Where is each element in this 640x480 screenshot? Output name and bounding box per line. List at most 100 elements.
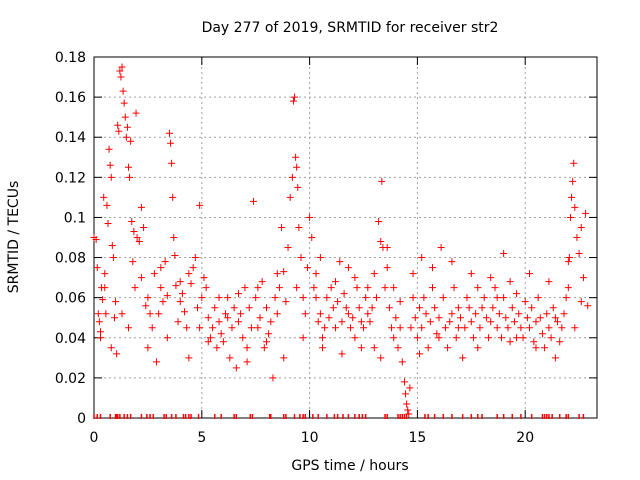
data-point: [224, 294, 232, 302]
data-point: [157, 284, 165, 292]
data-point: [114, 121, 122, 129]
data-point: [127, 137, 135, 145]
data-point: [534, 294, 542, 302]
data-point: [424, 344, 432, 352]
data-point: [523, 314, 531, 322]
data-point: [532, 344, 540, 352]
data-point: [342, 304, 350, 312]
x-tick-label: 20: [516, 430, 534, 446]
data-point: [196, 324, 204, 332]
data-point: [433, 330, 441, 338]
data-point: [377, 238, 385, 246]
data-point: [102, 310, 110, 318]
data-point: [437, 244, 445, 252]
data-point: [288, 173, 296, 181]
x-tick-label: 0: [90, 430, 99, 446]
data-point: [388, 324, 396, 332]
data-point: [293, 163, 301, 171]
data-point: [155, 310, 163, 318]
data-point: [340, 290, 348, 298]
data-point: [106, 161, 114, 169]
data-point: [502, 314, 510, 322]
data-point: [202, 284, 210, 292]
data-point: [515, 310, 523, 318]
data-point: [144, 344, 152, 352]
data-point: [137, 274, 145, 282]
data-point: [331, 278, 339, 286]
data-point: [521, 298, 529, 306]
data-point: [480, 294, 488, 302]
data-point: [252, 294, 260, 302]
data-point: [137, 203, 145, 211]
data-point: [428, 264, 436, 272]
data-point: [183, 324, 191, 332]
data-point: [355, 304, 363, 312]
data-point: [303, 264, 311, 272]
data-point: [325, 314, 333, 322]
data-point: [308, 234, 316, 241]
data-point: [353, 284, 361, 292]
data-point: [148, 324, 156, 332]
data-point: [163, 334, 171, 342]
data-point: [153, 358, 161, 366]
data-point: [327, 284, 335, 292]
data-point: [416, 350, 424, 358]
data-point: [506, 278, 514, 286]
data-point: [420, 294, 428, 302]
data-point: [329, 304, 337, 312]
data-point: [234, 290, 242, 298]
data-point: [200, 274, 208, 282]
data-point: [409, 294, 417, 302]
x-tick-label: 5: [197, 430, 206, 446]
data-point: [584, 302, 592, 310]
grid: [94, 57, 597, 418]
data-point: [142, 302, 150, 310]
data-point: [500, 294, 508, 302]
data-point: [124, 163, 132, 171]
data-point: [226, 354, 234, 362]
data-point: [314, 318, 322, 326]
data-point: [513, 290, 521, 298]
data-point: [426, 318, 434, 326]
data-point: [571, 203, 579, 211]
data-point: [123, 123, 131, 131]
data-point: [566, 213, 574, 221]
data-point: [228, 324, 236, 332]
data-point: [444, 344, 452, 352]
data-points: [90, 63, 592, 418]
data-point: [280, 268, 288, 276]
data-point: [357, 318, 365, 326]
data-point: [289, 97, 297, 105]
y-tick-label: 0.1: [64, 210, 86, 226]
data-point: [118, 63, 126, 71]
data-point: [144, 294, 152, 302]
data-point: [112, 298, 120, 306]
data-point: [211, 304, 219, 312]
data-point: [262, 338, 270, 346]
data-point: [381, 284, 389, 292]
data-point: [357, 344, 365, 352]
data-point: [198, 294, 206, 302]
data-point: [336, 258, 344, 266]
data-point: [402, 390, 410, 398]
data-point: [536, 314, 544, 322]
data-point: [187, 280, 195, 288]
data-point: [485, 334, 493, 342]
data-point: [292, 153, 300, 161]
data-point: [547, 334, 555, 342]
lost-lock-markers: [93, 414, 585, 419]
y-axis-label: SRMTID / TECUs: [6, 181, 22, 294]
y-tick-label: 0.14: [55, 130, 86, 146]
data-point: [360, 324, 368, 332]
y-tick-label: 0.02: [55, 371, 86, 387]
data-point: [260, 344, 268, 352]
data-point: [493, 294, 501, 302]
data-point: [157, 264, 165, 272]
data-point: [116, 67, 124, 75]
data-point: [377, 354, 385, 362]
data-point: [284, 244, 292, 252]
data-point: [96, 328, 104, 336]
data-point: [189, 264, 197, 272]
data-point: [209, 324, 217, 332]
data-point: [398, 358, 406, 366]
